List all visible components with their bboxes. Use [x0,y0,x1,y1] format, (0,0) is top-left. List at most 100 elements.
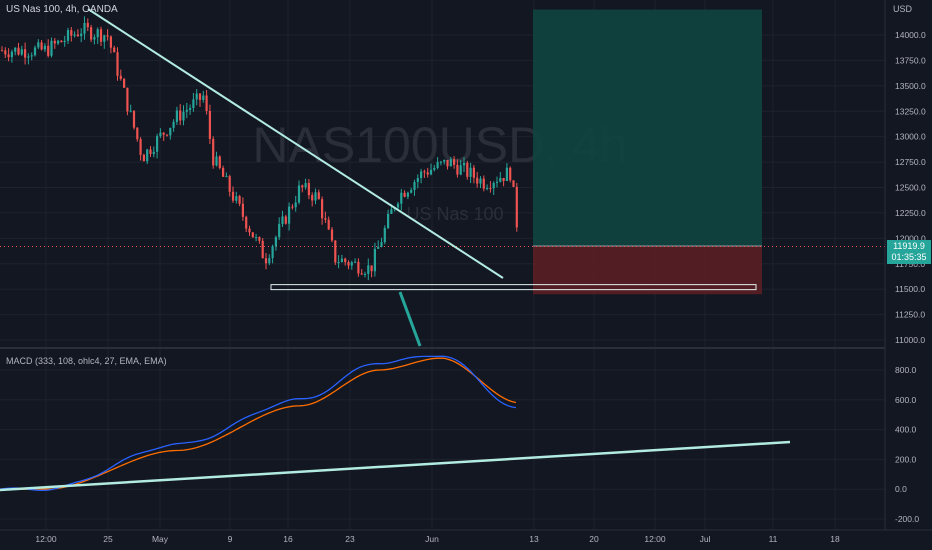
candle-body [195,93,198,100]
candle-body [123,79,126,88]
price-tick-label: 14000.0 [895,30,926,40]
time-tick-label: 13 [529,534,539,544]
price-tick-label: 11250.0 [895,310,925,320]
candle-body [149,149,152,155]
candle-body [17,47,20,55]
candle-body [492,182,495,189]
candle-body [139,139,142,155]
candle-body [99,29,103,42]
candle-body [225,176,228,178]
candle-body [70,30,73,36]
time-tick-label: 11 [769,534,778,544]
candle-body [189,108,192,110]
macd-tick-label: 800.0 [895,365,917,375]
candle-body [482,178,485,189]
candle-body [449,159,452,167]
candle-body [413,181,416,191]
time-tick-label: 23 [345,534,355,544]
candle-body [453,159,456,165]
candle-body [208,110,211,139]
price-tick-label: 12750.0 [895,157,926,167]
candle-body [294,202,297,208]
symbol-legend[interactable]: US Nas 100, 4h, OANDA [6,4,118,15]
candle-body [218,156,221,168]
candle-body [466,162,469,177]
macd-tick-label: -200.0 [895,514,919,524]
candle-body [202,95,205,100]
candle-body [469,167,472,177]
price-tick-label: 13250.0 [895,106,926,116]
candle-body [278,224,281,238]
candle-body [443,159,446,162]
candle-body [33,47,37,56]
candle-body [433,167,436,170]
candle-body [472,167,475,178]
candle-body [90,27,93,40]
symbol-label: US Nas 100, 4h, OANDA [6,4,118,15]
candle-body [271,246,274,259]
candle-body [264,258,268,264]
candle-body [321,199,324,219]
candle-body [426,172,429,175]
candle-body [489,188,492,190]
candle-body [142,154,145,162]
candle-body [251,232,254,238]
candle-body [10,51,13,58]
candle-body [241,203,244,217]
macd-legend[interactable]: MACD (333, 108, ohlc4, 27, EMA, EMA) [6,356,167,366]
candle-body [27,56,30,58]
last-price-value: 11919.9 [893,241,925,251]
candle-body [215,156,218,166]
target-zone [533,9,762,246]
candle-body [14,47,17,52]
time-tick-label: 20 [589,534,599,544]
candle-body [268,258,271,264]
candle-body [357,261,360,274]
candle-body [152,151,155,155]
price-tick-label: 13500.0 [895,81,926,91]
candle-body [390,209,393,214]
macd-trend-line [0,440,791,492]
candle-body [109,36,112,48]
candle-body [24,49,27,58]
candle-body [192,99,195,109]
candle-body [420,171,423,179]
candle-body [175,110,178,122]
candle-body [165,134,169,136]
candle-body [330,229,334,241]
candle-body [47,45,50,56]
candle-body [383,228,386,243]
candle-body [159,132,162,137]
candle-body [334,240,337,263]
candle-body [301,185,304,188]
candle-body [238,196,241,204]
candle-body [179,110,182,121]
candle-body [446,159,449,167]
candle-body [288,206,291,224]
candle-body [505,167,508,181]
candle-body [502,177,505,181]
candle-body [304,183,307,188]
candle-body [57,40,60,44]
candle-body [96,29,99,38]
candle-body [37,42,40,48]
price-tick-label: 13000.0 [895,132,926,142]
candle-body [291,206,294,208]
candle-body [80,33,83,37]
candle-body [73,34,76,36]
candle-body [459,165,462,175]
last-price-badge: 11919.9 01:35:35 [887,240,931,264]
candle-body [231,191,235,201]
price-tick-label: 11000.0 [895,335,925,345]
time-tick-label: 12:00 [35,534,57,544]
candle-body [327,219,330,230]
candle-body [162,132,165,135]
candle-body [340,258,343,263]
candle-body [93,37,96,40]
candle-body [499,177,502,182]
candle-body [248,228,251,233]
candle-body [324,218,327,220]
time-tick-label: 16 [283,534,293,544]
candle-body [86,22,89,28]
